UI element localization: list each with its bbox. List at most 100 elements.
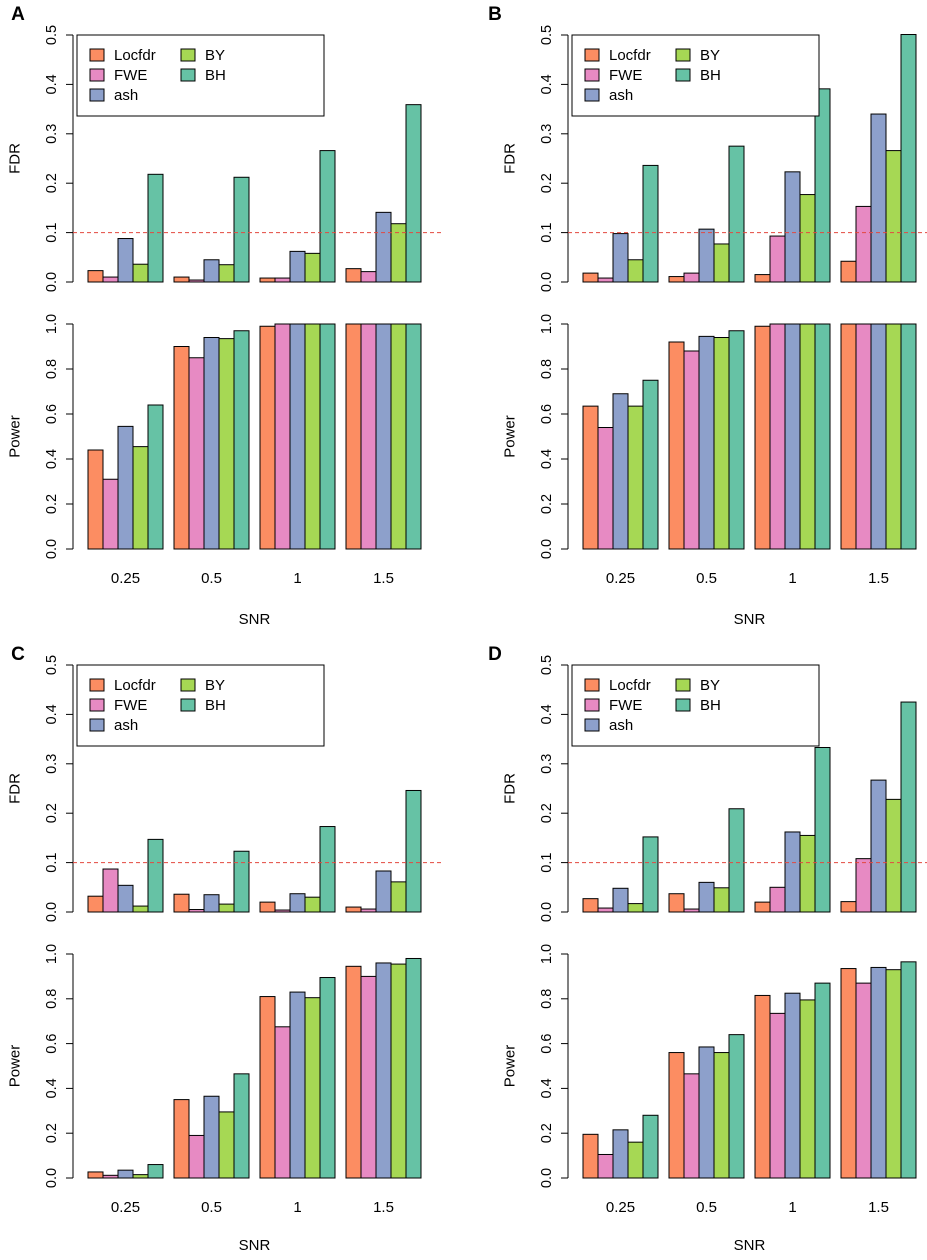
legend-swatch-by xyxy=(675,48,691,62)
legend-box xyxy=(571,664,820,747)
power-bar-fwe-1 xyxy=(274,323,291,550)
power-bar-locfdr-0.25 xyxy=(87,1171,104,1179)
fdr-bar-by-1 xyxy=(304,896,321,913)
fdr-y-tick-label: 0.1 xyxy=(539,223,555,243)
power-bar-bh-0.5 xyxy=(728,1034,745,1179)
legend: Locfdr FWE ash BY BH xyxy=(571,664,820,747)
power-y-title: Power xyxy=(501,1045,518,1088)
legend-label-by: BY xyxy=(205,677,225,694)
power-subplot: 0.0 0.2 0.4 0.6 0.8 1.0 Power xyxy=(6,314,422,559)
legend-swatch-ash xyxy=(584,718,600,732)
fdr-y-tick-label: 0.0 xyxy=(44,902,60,922)
power-bar-by-0.5 xyxy=(713,1052,730,1179)
x-category-label: 1.5 xyxy=(868,1199,889,1216)
fdr-subplot: 0.0 0.1 0.2 0.3 0.4 0.5 FDR xyxy=(6,655,441,922)
legend: Locfdr FWE ash BY BH xyxy=(571,34,820,117)
fdr-bar-by-1.5 xyxy=(885,798,902,913)
x-title: SNR xyxy=(239,611,271,628)
power-bar-by-1 xyxy=(799,999,816,1179)
legend-swatch-bh xyxy=(675,68,691,82)
fdr-bar-by-0.25 xyxy=(132,263,149,283)
fdr-y-tick-label: 0.2 xyxy=(539,173,555,193)
legend-label-by: BY xyxy=(700,677,720,694)
fdr-bar-fwe-0.25 xyxy=(102,276,119,283)
fdr-bar-by-1.5 xyxy=(885,150,902,283)
fdr-bar-locfdr-0.25 xyxy=(582,272,599,283)
legend-label-locfdr: Locfdr xyxy=(114,677,156,694)
power-bar-locfdr-1 xyxy=(754,994,771,1179)
power-bar-locfdr-0.5 xyxy=(173,1099,190,1179)
power-bar-bh-0.25 xyxy=(147,1164,164,1179)
fdr-bar-fwe-0.25 xyxy=(597,907,614,913)
power-y-title: Power xyxy=(6,415,23,458)
power-y-tick-label: 0.6 xyxy=(44,404,60,424)
fdr-bar-locfdr-1 xyxy=(754,901,771,913)
power-bar-bh-1.5 xyxy=(405,957,422,1179)
fdr-bar-ash-0.25 xyxy=(612,233,629,283)
fdr-y-tick-label: 0.5 xyxy=(44,25,60,45)
fdr-bar-locfdr-0.5 xyxy=(173,276,190,283)
fdr-bar-fwe-1.5 xyxy=(855,858,872,913)
legend-label-ash: ash xyxy=(114,87,138,104)
power-y-tick-label: 1.0 xyxy=(44,314,60,334)
fdr-bar-ash-0.25 xyxy=(612,887,629,913)
power-bar-fwe-0.5 xyxy=(683,1073,700,1179)
power-bar-locfdr-0.25 xyxy=(582,1133,599,1179)
fdr-bar-bh-0.25 xyxy=(642,164,659,283)
x-category-label: 0.5 xyxy=(201,570,222,587)
x-title: SNR xyxy=(734,1237,766,1254)
power-bar-fwe-0.5 xyxy=(188,1134,205,1179)
fdr-bar-fwe-1 xyxy=(274,909,291,913)
fdr-y-tick-label: 0.0 xyxy=(44,272,60,292)
power-y-tick-label: 1.0 xyxy=(44,944,60,964)
fdr-y-tick-label: 0.1 xyxy=(539,853,555,873)
power-y-tick-label: 0.2 xyxy=(44,494,60,514)
fdr-bar-bh-1 xyxy=(319,150,336,283)
legend-label-locfdr: Locfdr xyxy=(114,47,156,64)
power-bar-ash-0.25 xyxy=(612,393,629,550)
power-bar-bh-1 xyxy=(814,323,831,550)
power-bar-by-1.5 xyxy=(885,323,902,550)
power-bar-by-1 xyxy=(799,323,816,550)
fdr-subplot: 0.0 0.1 0.2 0.3 0.4 0.5 FDR xyxy=(501,655,927,922)
power-bar-fwe-1 xyxy=(769,1012,786,1179)
power-bar-fwe-1.5 xyxy=(360,975,377,1179)
power-subplot: 0.0 0.2 0.4 0.6 0.8 1.0 Power xyxy=(6,944,422,1188)
power-bar-by-0.5 xyxy=(218,338,235,550)
power-bar-fwe-1 xyxy=(274,1026,291,1179)
power-bar-locfdr-0.25 xyxy=(582,405,599,550)
power-bar-ash-0.5 xyxy=(203,337,220,550)
x-title: SNR xyxy=(734,611,766,628)
fdr-bar-locfdr-0.25 xyxy=(87,895,104,913)
fdr-bar-by-0.25 xyxy=(627,259,644,283)
power-y-title: Power xyxy=(6,1045,23,1088)
fdr-y-tick-label: 0.0 xyxy=(539,272,555,292)
legend-swatch-locfdr xyxy=(584,678,600,692)
x-category-label: 1.5 xyxy=(868,570,889,587)
fdr-y-tick-label: 0.5 xyxy=(44,655,60,675)
fdr-bar-by-1.5 xyxy=(390,881,407,913)
power-y-tick-label: 0.0 xyxy=(539,1168,555,1188)
legend-swatch-ash xyxy=(89,88,105,102)
legend-label-bh: BH xyxy=(700,67,721,84)
fdr-y-tick-label: 0.5 xyxy=(539,655,555,675)
fdr-bar-bh-1 xyxy=(319,826,336,913)
legend: Locfdr FWE ash BY BH xyxy=(76,664,325,747)
legend-label-locfdr: Locfdr xyxy=(609,677,651,694)
legend-label-bh: BH xyxy=(700,697,721,714)
fdr-bar-bh-1.5 xyxy=(900,34,917,283)
power-bar-by-1 xyxy=(304,997,321,1179)
fdr-bar-fwe-1 xyxy=(769,235,786,283)
power-bar-fwe-0.25 xyxy=(597,1153,614,1179)
fdr-bar-bh-0.5 xyxy=(233,850,250,913)
power-bar-ash-1.5 xyxy=(870,323,887,550)
fdr-bar-ash-0.5 xyxy=(203,894,220,913)
power-y-tick-label: 0.8 xyxy=(539,359,555,379)
power-bar-ash-1 xyxy=(289,991,306,1179)
fdr-y-tick-label: 0.4 xyxy=(44,74,60,94)
power-y-tick-label: 0.4 xyxy=(539,1078,555,1098)
fdr-y-title: FDR xyxy=(501,773,518,804)
power-bar-by-0.25 xyxy=(627,405,644,550)
legend-swatch-fwe xyxy=(584,698,600,712)
fdr-bar-by-0.5 xyxy=(218,264,235,283)
